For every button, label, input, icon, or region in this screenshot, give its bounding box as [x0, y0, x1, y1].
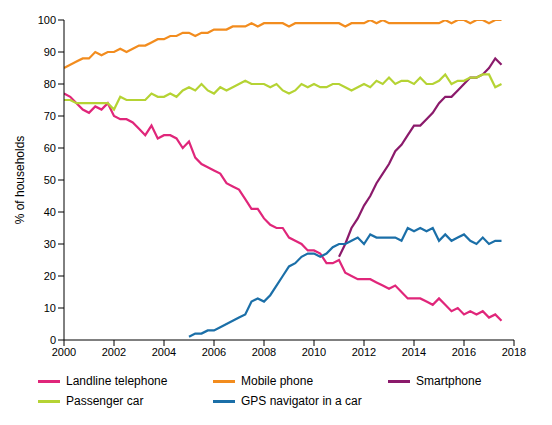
html-text:Smartphone: Smartphone [416, 374, 482, 388]
html-text:Mobile phone: Mobile phone [241, 374, 314, 388]
svg-text:2002: 2002 [102, 346, 126, 358]
svg-text:% of households: % of households [13, 136, 27, 225]
svg-text:30: 30 [44, 238, 56, 250]
svg-text:70: 70 [44, 110, 56, 122]
svg-text:20: 20 [44, 270, 56, 282]
svg-text:10: 10 [44, 302, 56, 314]
html-text:Passenger car: Passenger car [66, 394, 144, 408]
svg-text:2000: 2000 [52, 346, 76, 358]
svg-text:0: 0 [50, 334, 56, 346]
svg-text:2016: 2016 [452, 346, 476, 358]
html-text:Landline telephone: Landline telephone [66, 374, 168, 388]
svg-text:2018: 2018 [502, 346, 526, 358]
svg-text:2012: 2012 [352, 346, 376, 358]
svg-text:60: 60 [44, 142, 56, 154]
svg-text:2008: 2008 [252, 346, 276, 358]
svg-text:100: 100 [38, 14, 56, 26]
svg-text:90: 90 [44, 46, 56, 58]
svg-text:50: 50 [44, 174, 56, 186]
svg-text:40: 40 [44, 206, 56, 218]
html-text:GPS navigator in a car: GPS navigator in a car [241, 394, 362, 408]
svg-text:2010: 2010 [302, 346, 326, 358]
svg-text:80: 80 [44, 78, 56, 90]
svg-text:2006: 2006 [202, 346, 226, 358]
svg-text:2014: 2014 [402, 346, 426, 358]
svg-text:2004: 2004 [152, 346, 176, 358]
